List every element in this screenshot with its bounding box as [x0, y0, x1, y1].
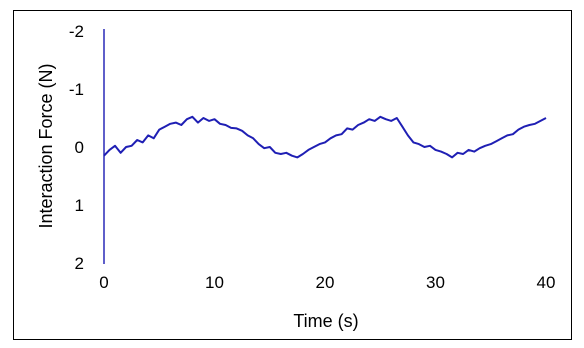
x-axis-label: Time (s) — [293, 311, 358, 331]
x-tick-label: 0 — [99, 273, 108, 292]
x-tick-label: 10 — [205, 273, 224, 292]
y-tick-label: 0 — [75, 138, 84, 157]
y-tick-label: 2 — [75, 254, 84, 273]
series-line — [103, 115, 547, 159]
y-axis-label: Interaction Force (N) — [36, 63, 56, 228]
x-tick-label: 20 — [316, 273, 335, 292]
chart-frame — [13, 10, 572, 340]
y-tick-label: -2 — [69, 22, 84, 41]
y-tick-label: 1 — [75, 196, 84, 215]
x-tick-label: 40 — [537, 273, 556, 292]
y-tick-label: -1 — [69, 80, 84, 99]
x-tick-label: 30 — [426, 273, 445, 292]
series-layer — [103, 115, 547, 159]
tick-labels: 0 10 20 30 40 -2 -1 0 1 2 — [69, 22, 556, 292]
